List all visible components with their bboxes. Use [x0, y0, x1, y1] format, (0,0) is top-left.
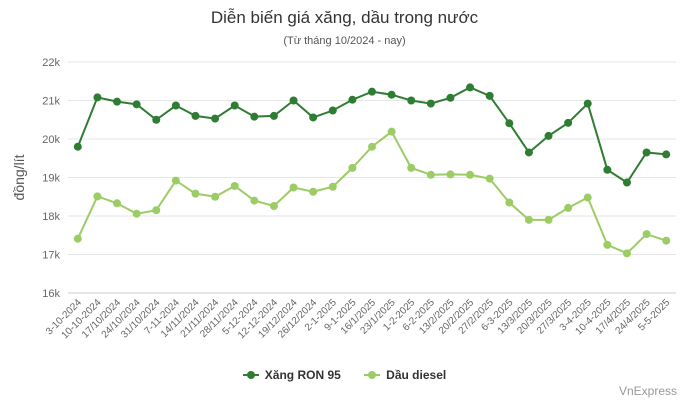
- data-point[interactable]: [446, 170, 455, 179]
- y-tick-label: 18k: [42, 211, 60, 223]
- data-point[interactable]: [583, 99, 592, 108]
- y-tick-label: 21k: [42, 96, 60, 108]
- data-point[interactable]: [564, 118, 573, 127]
- data-point[interactable]: [73, 234, 82, 243]
- data-point[interactable]: [171, 176, 180, 185]
- legend-item-ron95[interactable]: Xăng RON 95: [242, 368, 341, 382]
- data-point[interactable]: [211, 192, 220, 201]
- y-axis-label: đồng/lít: [11, 154, 27, 200]
- data-point[interactable]: [603, 240, 612, 249]
- data-point[interactable]: [191, 189, 200, 198]
- data-point[interactable]: [152, 115, 161, 124]
- data-point[interactable]: [368, 87, 376, 96]
- data-point[interactable]: [583, 193, 592, 202]
- y-tick-label: 17k: [42, 250, 60, 262]
- y-tick-label: 16k: [42, 288, 60, 300]
- legend-dot-ron95: [246, 371, 255, 379]
- legend-dot-diesel: [368, 371, 377, 379]
- data-point[interactable]: [152, 206, 161, 215]
- legend-swatch-diesel: [364, 370, 381, 380]
- data-point[interactable]: [230, 181, 239, 190]
- data-point[interactable]: [132, 100, 141, 109]
- data-point[interactable]: [387, 90, 396, 99]
- data-point[interactable]: [485, 91, 494, 100]
- data-point[interactable]: [426, 99, 435, 108]
- data-point[interactable]: [564, 203, 573, 212]
- data-point[interactable]: [505, 119, 514, 128]
- data-point[interactable]: [113, 97, 122, 106]
- data-point[interactable]: [407, 163, 416, 172]
- data-point[interactable]: [73, 142, 82, 151]
- data-point[interactable]: [446, 93, 455, 102]
- data-point[interactable]: [250, 112, 259, 121]
- data-point[interactable]: [289, 96, 298, 105]
- data-point[interactable]: [662, 236, 671, 245]
- source-credit: VnExpress: [618, 384, 677, 398]
- data-point[interactable]: [289, 183, 298, 192]
- data-point[interactable]: [93, 93, 102, 102]
- data-point[interactable]: [407, 96, 416, 105]
- series-line-0: [76, 86, 667, 184]
- data-point[interactable]: [603, 165, 612, 174]
- data-point[interactable]: [426, 170, 435, 179]
- data-point[interactable]: [544, 131, 553, 140]
- y-tick-label: 22k: [42, 57, 60, 69]
- data-point[interactable]: [348, 163, 357, 172]
- data-point[interactable]: [93, 192, 102, 201]
- data-point[interactable]: [250, 196, 259, 205]
- y-tick-label: 19k: [42, 173, 60, 185]
- data-point[interactable]: [662, 150, 671, 159]
- chart-title: Diễn biến giá xăng, dầu trong nước: [210, 8, 479, 27]
- data-point[interactable]: [269, 111, 278, 120]
- chart-subtitle: (Từ tháng 10/2024 - nay): [283, 35, 406, 47]
- data-point[interactable]: [230, 101, 239, 110]
- data-point[interactable]: [328, 106, 337, 115]
- legend-item-diesel[interactable]: Dầu diesel: [364, 368, 446, 382]
- data-point[interactable]: [485, 174, 494, 183]
- data-point[interactable]: [328, 182, 337, 191]
- data-point[interactable]: [171, 101, 180, 110]
- data-point[interactable]: [269, 201, 278, 210]
- data-point[interactable]: [466, 170, 475, 179]
- data-point[interactable]: [132, 209, 141, 218]
- legend-label-diesel: Dầu diesel: [386, 368, 447, 382]
- data-point[interactable]: [309, 187, 318, 196]
- data-point[interactable]: [387, 127, 396, 136]
- data-point[interactable]: [642, 148, 651, 157]
- data-point[interactable]: [191, 111, 200, 120]
- data-point[interactable]: [113, 199, 122, 208]
- data-point[interactable]: [524, 148, 533, 157]
- y-tick-label: 20k: [42, 134, 60, 146]
- data-point[interactable]: [622, 178, 631, 187]
- legend-swatch-ron95: [242, 370, 259, 380]
- data-point[interactable]: [348, 95, 357, 104]
- data-point[interactable]: [524, 215, 533, 224]
- data-point[interactable]: [505, 198, 514, 207]
- data-point[interactable]: [622, 249, 631, 258]
- data-point[interactable]: [466, 83, 475, 92]
- legend: Xăng RON 95 Dầu diesel: [0, 368, 689, 383]
- data-point[interactable]: [309, 113, 318, 122]
- data-point[interactable]: [211, 114, 220, 123]
- data-point[interactable]: [642, 230, 651, 239]
- data-point[interactable]: [544, 215, 553, 224]
- data-point[interactable]: [368, 142, 376, 151]
- legend-label-ron95: Xăng RON 95: [264, 368, 341, 382]
